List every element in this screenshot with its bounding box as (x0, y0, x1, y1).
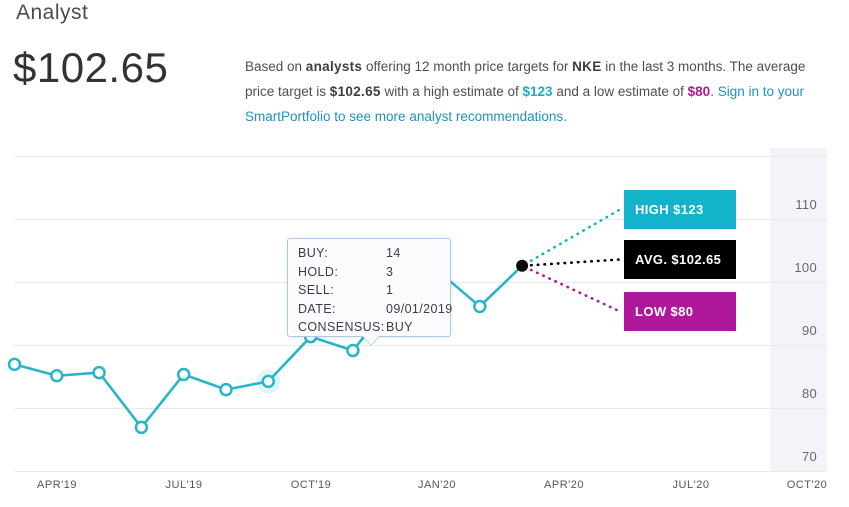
description-part: offering 12 month price targets for (362, 59, 573, 74)
data-point-marker[interactable] (346, 343, 360, 358)
tooltip-label: BUY: (298, 246, 329, 260)
description-part: analysts (305, 59, 363, 74)
page-title: Analyst (16, 1, 89, 24)
description-part: $102.65 (329, 84, 381, 99)
tooltip-label: HOLD: (298, 264, 339, 279)
y-axis-label: 110 (795, 196, 817, 212)
tooltip-label: DATE: (298, 301, 336, 316)
tooltip-row: SELL: 1 (298, 283, 450, 302)
description-part: Based on (245, 59, 306, 74)
high-projection-line (529, 208, 622, 263)
high-estimate-badge: HIGH $123 (624, 190, 736, 229)
y-axis-label: 70 (801, 448, 817, 464)
data-point-marker[interactable] (219, 382, 233, 397)
description-part: $80 (687, 84, 711, 99)
low-projection-line (529, 268, 622, 313)
description-part: $123 (522, 84, 553, 99)
tooltip-row: BUY: 14 (298, 246, 450, 265)
data-point-marker[interactable] (50, 368, 64, 383)
tooltip-label: CONSENSUS: (298, 320, 385, 334)
y-axis-label: 80 (801, 385, 817, 401)
description-part: . (710, 84, 718, 99)
data-point-marker[interactable] (92, 365, 106, 380)
average-price-target: $102.65 (13, 44, 169, 91)
tooltip-row: CONSENSUS: BUY (298, 320, 450, 339)
description-part: and a low estimate of (552, 84, 688, 99)
tooltip-value: BUY (386, 320, 413, 334)
data-point-marker[interactable] (473, 299, 487, 314)
x-axis-label: JUL'19 (165, 479, 203, 491)
tooltip-value: 1 (386, 283, 394, 297)
data-point-marker[interactable] (261, 374, 276, 389)
data-point-marker[interactable] (176, 367, 191, 382)
avg-projection-line (529, 258, 622, 267)
x-axis-label: JAN'20 (417, 479, 457, 491)
x-axis-label: APR'20 (544, 479, 584, 491)
low-estimate-badge: LOW $80 (624, 292, 736, 331)
y-axis-band (770, 148, 827, 472)
y-axis-label: 90 (801, 322, 817, 338)
tooltip-row: DATE: 09/01/2019 (298, 301, 453, 321)
y-axis-label: 100 (794, 259, 817, 275)
x-axis-label: JUL'20 (672, 479, 710, 491)
last-point-marker[interactable] (516, 259, 529, 272)
signin-smartportfolio-link[interactable]: Sign in to your SmartPortfolio to see mo… (245, 84, 805, 124)
data-point-marker[interactable] (134, 420, 149, 435)
description-part: with a high estimate of (380, 84, 523, 99)
tooltip-row: HOLD: 3 (298, 265, 450, 284)
tooltip-value: 3 (386, 264, 394, 279)
x-axis-label: APR'19 (37, 479, 77, 491)
description-part: in the last 3 months. The average price … (245, 59, 806, 99)
tooltip-value: 09/01/2019 (386, 301, 453, 316)
tooltip-value: 14 (386, 246, 401, 260)
data-point-marker[interactable] (7, 357, 22, 372)
analyst-description: Based on analysts offering 12 month pric… (245, 54, 817, 129)
description-part: NKE (572, 59, 602, 74)
x-axis-label: OCT'19 (290, 479, 332, 491)
avg-estimate-badge: AVG. $102.65 (624, 240, 736, 279)
analyst-tooltip: BUY: 14 HOLD: 3 SELL: 1 DATE: 09/01/2019 CONSENS… (287, 238, 453, 346)
x-axis-label: OCT'20 (786, 479, 828, 491)
tooltip-label: SELL: (298, 283, 335, 297)
